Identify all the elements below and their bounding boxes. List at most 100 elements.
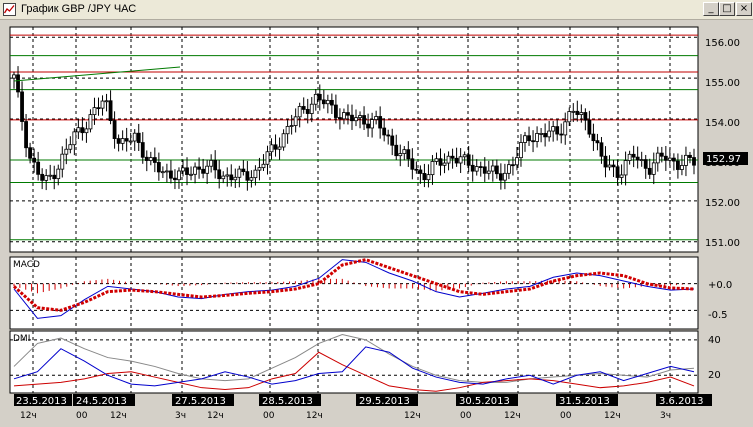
candle: [173, 169, 177, 190]
candle: [639, 151, 644, 167]
macd-axis: +0.0 -0.5: [708, 280, 732, 321]
hour-label: 12ч: [207, 411, 224, 421]
price-axis-label: 152.00: [705, 198, 740, 209]
candle: [386, 129, 391, 145]
candle: [289, 114, 294, 135]
candle: [354, 109, 358, 127]
hour-label: 12ч: [604, 411, 621, 421]
candle: [329, 93, 334, 114]
candle: [96, 97, 101, 116]
candle: [394, 134, 399, 160]
price-axis-label: 154.00: [705, 118, 740, 129]
candle: [124, 127, 129, 152]
candle: [84, 121, 89, 143]
candle: [507, 160, 511, 180]
candle: [144, 150, 149, 172]
candle: [362, 106, 366, 131]
price-candles: [12, 66, 696, 191]
chart-area[interactable]: MACD DMI 156.00 155.00 154.00 153.00 152…: [0, 19, 753, 427]
candle: [374, 110, 379, 125]
candle: [108, 90, 113, 125]
candle: [575, 100, 580, 122]
candle: [342, 108, 346, 125]
macd-panel[interactable]: MACD: [9, 256, 699, 330]
candle: [305, 98, 310, 124]
date-label: 24.5.2013: [73, 394, 135, 407]
candle: [333, 94, 338, 124]
candle: [36, 151, 41, 181]
candle: [237, 165, 242, 188]
candle: [430, 155, 435, 185]
candle: [28, 142, 32, 164]
candle: [414, 161, 419, 174]
candle: [474, 159, 479, 176]
candle: [498, 163, 503, 190]
current-price-label: 152.97: [706, 154, 741, 165]
candle: [317, 84, 322, 111]
svg-text:27.5.2013: 27.5.2013: [175, 396, 226, 407]
candle: [325, 94, 330, 114]
candle: [181, 159, 185, 177]
candle: [309, 97, 314, 123]
candle: [607, 155, 612, 171]
minimize-button[interactable]: _: [703, 2, 719, 16]
candle: [671, 153, 676, 171]
candle: [68, 136, 73, 154]
hour-label: 12ч: [20, 411, 37, 421]
candle: [692, 148, 696, 175]
candle: [197, 157, 201, 179]
hour-label: 12ч: [306, 411, 323, 421]
candle: [482, 157, 487, 182]
candle: [128, 132, 133, 146]
title-bar[interactable]: График GBP /JPY ЧАС _ □ ×: [0, 0, 753, 20]
dmi-plus-line: [13, 346, 695, 387]
candle: [32, 148, 37, 173]
dmi-axis: 40 20: [708, 335, 721, 381]
svg-text:3.6.2013: 3.6.2013: [659, 396, 704, 407]
candle: [233, 168, 238, 189]
candle: [132, 129, 137, 151]
date-label: 3.6.2013: [656, 394, 712, 407]
hour-label: 12ч: [504, 411, 521, 421]
candle: [434, 152, 439, 165]
candle: [539, 128, 544, 143]
candle: [217, 160, 222, 189]
candle: [116, 134, 121, 152]
candle: [277, 137, 282, 160]
close-button[interactable]: ×: [736, 2, 752, 16]
candle: [442, 153, 447, 174]
candle: [651, 152, 656, 185]
candle: [466, 145, 471, 173]
candle: [44, 169, 49, 191]
candle: [402, 146, 407, 161]
candle: [406, 141, 411, 167]
hour-label: 12ч: [404, 411, 421, 421]
candle: [56, 164, 61, 186]
candle: [48, 164, 53, 181]
candle: [148, 151, 153, 166]
dmi-panel[interactable]: DMI: [9, 330, 699, 394]
hour-label: 3ч: [175, 411, 186, 421]
candle: [20, 81, 24, 131]
candle: [494, 159, 499, 179]
candle: [156, 152, 161, 181]
candle: [297, 102, 302, 128]
candle: [76, 118, 81, 140]
candle: [502, 163, 507, 190]
candle: [450, 148, 455, 169]
hour-label: 3ч: [660, 411, 671, 421]
candle: [486, 160, 491, 180]
candle: [281, 129, 286, 151]
trend-line[interactable]: [13, 66, 181, 82]
svg-text:28.5.2013: 28.5.2013: [262, 396, 313, 407]
date-label: 30.5.2013: [456, 394, 518, 407]
candle: [680, 154, 684, 176]
candle: [185, 157, 189, 186]
price-panel[interactable]: [9, 26, 699, 253]
candle: [160, 166, 165, 178]
maximize-button[interactable]: □: [719, 2, 735, 16]
candle: [647, 158, 652, 179]
candle: [655, 146, 660, 172]
candle: [16, 66, 20, 98]
candle: [269, 138, 274, 160]
